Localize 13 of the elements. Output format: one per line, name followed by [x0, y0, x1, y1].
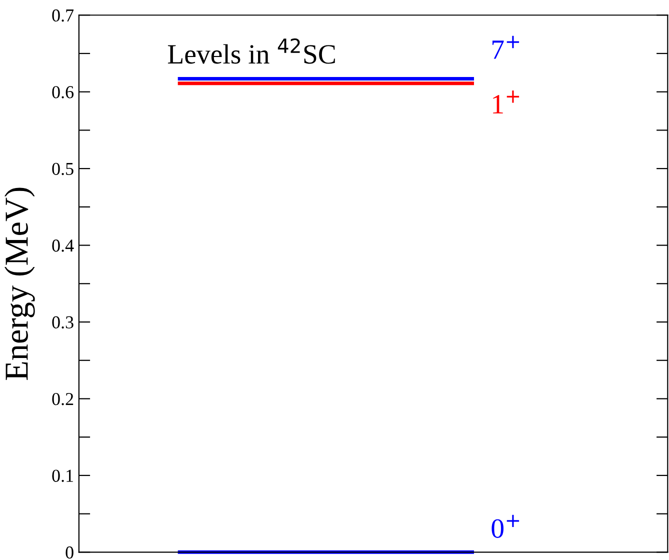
y-tick-label: 0.5 — [52, 162, 74, 176]
y-tick-label: 0 — [66, 546, 74, 559]
y-tick-label: 0.2 — [52, 392, 74, 406]
y-axis-title: Energy (MeV) — [4, 188, 35, 380]
annotation: Levels in $^{42}$SC — [168, 38, 335, 64]
series-label: 7$^{+}$ — [492, 36, 520, 59]
y-tick-label: 0.6 — [52, 86, 74, 98]
series-label: 1$^{+}$ — [493, 90, 520, 114]
y-tick-label: 0.1 — [52, 470, 73, 482]
y-tick-label: 0.4 — [52, 240, 74, 252]
y-tick-label: 0.3 — [52, 316, 74, 329]
series-label: 0$^{+}$ — [492, 514, 520, 538]
y-tick-label: 0.7 — [52, 9, 74, 22]
